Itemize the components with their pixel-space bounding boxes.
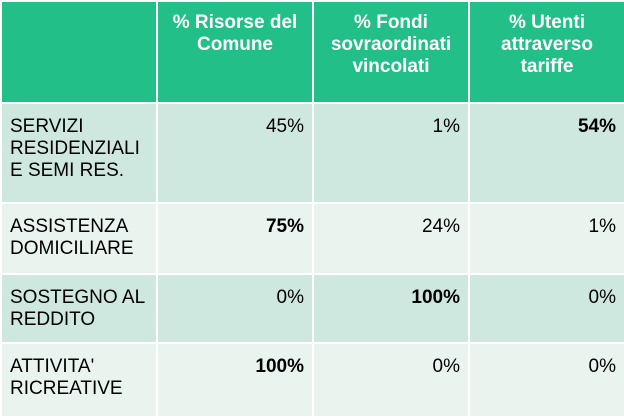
cell-sostegno-fondi: 100% bbox=[312, 273, 470, 344]
cell-assistenza-risorse: 75% bbox=[156, 202, 314, 275]
row-label-servizi-residenziali: SERVIZI RESIDENZIALI E SEMI RES. bbox=[0, 102, 158, 204]
cell-attivita-fondi: 0% bbox=[312, 342, 470, 418]
table-row: SERVIZI RESIDENZIALI E SEMI RES. 45% 1% … bbox=[0, 102, 624, 204]
header-corner bbox=[0, 0, 158, 104]
cell-servizi-fondi: 1% bbox=[312, 102, 470, 204]
cell-servizi-risorse: 45% bbox=[156, 102, 314, 204]
cell-servizi-utenti: 54% bbox=[468, 102, 624, 204]
header-utenti-tariffe: % Utenti attraverso tariffe bbox=[468, 0, 624, 104]
cell-attivita-risorse: 100% bbox=[156, 342, 314, 418]
cell-sostegno-risorse: 0% bbox=[156, 273, 314, 344]
cell-assistenza-utenti: 1% bbox=[468, 202, 624, 275]
table-row: ASSISTENZA DOMICILIARE 75% 24% 1% bbox=[0, 202, 624, 275]
row-label-assistenza-domiciliare: ASSISTENZA DOMICILIARE bbox=[0, 202, 158, 275]
table-row: ATTIVITA' RICREATIVE 100% 0% 0% bbox=[0, 342, 624, 418]
row-label-sostegno-reddito: SOSTEGNO AL REDDITO bbox=[0, 273, 158, 344]
row-label-attivita-ricreative: ATTIVITA' RICREATIVE bbox=[0, 342, 158, 418]
table-row: SOSTEGNO AL REDDITO 0% 100% 0% bbox=[0, 273, 624, 344]
header-fondi-sovraordinati: % Fondi sovraordinati vincolati bbox=[312, 0, 470, 104]
cell-assistenza-fondi: 24% bbox=[312, 202, 470, 275]
cell-attivita-utenti: 0% bbox=[468, 342, 624, 418]
header-risorse-comune: % Risorse del Comune bbox=[156, 0, 314, 104]
cell-sostegno-utenti: 0% bbox=[468, 273, 624, 344]
header-row: % Risorse del Comune % Fondi sovraordina… bbox=[0, 0, 624, 104]
